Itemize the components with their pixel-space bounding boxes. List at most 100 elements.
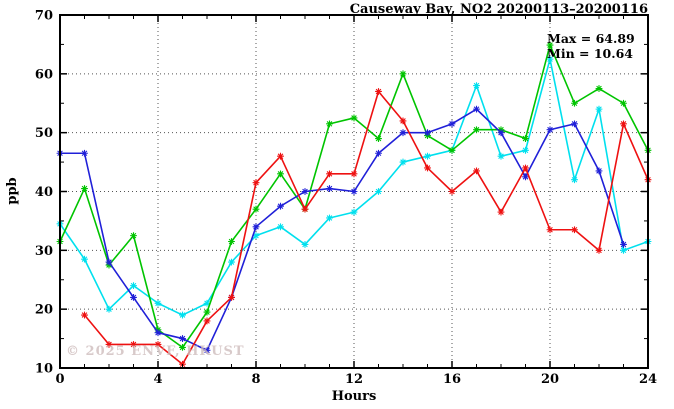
x-tick-label-24: 24: [639, 372, 657, 387]
series-marker-blue-h12: [350, 188, 358, 195]
series-marker-cyan-h22: [595, 105, 603, 113]
series-marker-green-h9: [277, 170, 284, 178]
series-marker-cyan-h7: [228, 258, 235, 266]
series-marker-blue-h4: [154, 329, 162, 337]
series-marker-cyan-h9: [277, 223, 284, 231]
min-annotation: Min = 10.64: [547, 46, 633, 61]
y-tick-label-60: 60: [35, 67, 53, 82]
series-marker-red-h20: [546, 226, 554, 234]
series-marker-red-h7: [228, 294, 235, 301]
series-red: [81, 88, 652, 368]
series-marker-red-h12: [350, 170, 358, 178]
series-marker-red-h3: [130, 341, 137, 348]
series-marker-blue-h1: [81, 149, 88, 157]
series-marker-blue-h21: [571, 120, 578, 128]
series-marker-green-h17: [473, 126, 480, 134]
x-tick-label-0: 0: [55, 372, 64, 387]
series-marker-blue-h11: [326, 185, 333, 192]
y-tick-label-50: 50: [35, 126, 53, 141]
series-marker-green-h1: [81, 185, 88, 192]
y-axis-label: ppb: [5, 177, 20, 204]
y-tick-label-10: 10: [35, 362, 53, 377]
series-marker-cyan-h23: [620, 246, 627, 254]
y-tick-label-40: 40: [35, 185, 53, 200]
series-marker-cyan-h10: [301, 241, 309, 248]
series-marker-cyan-h11: [326, 214, 333, 222]
x-tick-label-12: 12: [345, 372, 363, 387]
series-marker-cyan-h5: [179, 311, 186, 319]
series-marker-green-h3: [130, 232, 137, 240]
series-marker-red-h8: [252, 179, 260, 187]
series-marker-blue-h20: [546, 126, 554, 134]
series-marker-red-h9: [277, 152, 284, 160]
series-marker-red-h16: [448, 188, 456, 195]
series-marker-cyan-h21: [571, 176, 578, 184]
series-marker-red-h14: [399, 117, 407, 125]
series-marker-green-h19: [522, 135, 529, 142]
series-marker-blue-h15: [424, 129, 431, 137]
series-marker-red-h4: [154, 341, 162, 348]
series-marker-cyan-h2: [105, 305, 113, 313]
series-marker-blue-h6: [203, 346, 211, 354]
series-line-blue: [60, 108, 625, 352]
x-axis-label: Hours: [332, 389, 377, 404]
series-marker-blue-h19: [522, 173, 529, 181]
watermark: © 2025 ENVF, HKUST: [66, 344, 245, 359]
y-tick-label-70: 70: [35, 9, 53, 24]
series-marker-green-h14: [399, 70, 407, 78]
series-marker-blue-h18: [497, 129, 505, 137]
series-marker-blue-h17: [473, 105, 480, 113]
series-marker-blue-h9: [277, 202, 284, 210]
series-marker-cyan-h17: [473, 82, 480, 89]
series-marker-blue-h13: [375, 149, 382, 157]
series-marker-cyan-h18: [497, 152, 505, 160]
chart-title: Causeway Bay, NO2 20200113–20200116: [350, 2, 648, 17]
series-line-red: [83, 90, 649, 366]
series-marker-green-h16: [448, 146, 456, 154]
series-marker-red-h15: [424, 164, 431, 172]
series-marker-red-h23: [620, 120, 627, 128]
series-marker-green-h6: [203, 308, 211, 316]
tick-label-layer: 0 4 8 12 16 20 24 10 20 30 40 50 60 70: [35, 9, 657, 388]
series-marker-blue-h3: [130, 294, 137, 301]
series-marker-green-h20: [546, 41, 554, 49]
series-blue: [56, 105, 627, 354]
series-marker-green-h5: [179, 344, 186, 351]
series-marker-red-h17: [473, 167, 480, 175]
axes-frame-layer: [59, 14, 649, 369]
series-marker-cyan-h6: [203, 299, 211, 307]
series-marker-red-h10: [301, 205, 309, 213]
series-marker-cyan-h13: [375, 188, 382, 195]
series-marker-cyan-h3: [130, 282, 137, 290]
x-tick-label-16: 16: [443, 372, 461, 387]
series-marker-red-h2: [105, 341, 113, 348]
series-marker-blue-h16: [448, 120, 456, 128]
series-marker-red-h13: [375, 88, 382, 95]
series-marker-cyan-h8: [252, 232, 260, 240]
series-marker-red-h19: [522, 164, 529, 172]
series-marker-green-h11: [326, 120, 333, 128]
series-marker-cyan-h4: [154, 299, 162, 307]
series-marker-cyan-h12: [350, 208, 358, 216]
series-marker-green-h23: [620, 99, 627, 107]
y-tick-label-30: 30: [35, 244, 53, 259]
series-marker-red-h18: [497, 208, 505, 216]
x-tick-label-4: 4: [153, 372, 162, 387]
series-marker-cyan-h20: [546, 55, 554, 63]
series-marker-blue-h8: [252, 223, 260, 231]
series-marker-red-h22: [595, 246, 603, 254]
series-marker-green-h8: [252, 205, 260, 213]
x-tick-label-8: 8: [251, 372, 260, 387]
series-marker-green-h7: [228, 238, 235, 245]
series-marker-green-h12: [350, 114, 358, 122]
series-marker-blue-h2: [105, 258, 113, 266]
series-marker-cyan-h14: [399, 158, 407, 166]
series-green: [56, 41, 652, 351]
series-marker-cyan-h19: [522, 146, 529, 154]
series-marker-green-h21: [571, 99, 578, 107]
max-annotation: Max = 64.89: [547, 31, 635, 46]
series-marker-blue-h23: [620, 241, 627, 248]
series-marker-blue-h10: [301, 188, 309, 195]
series-marker-blue-h14: [399, 129, 407, 137]
